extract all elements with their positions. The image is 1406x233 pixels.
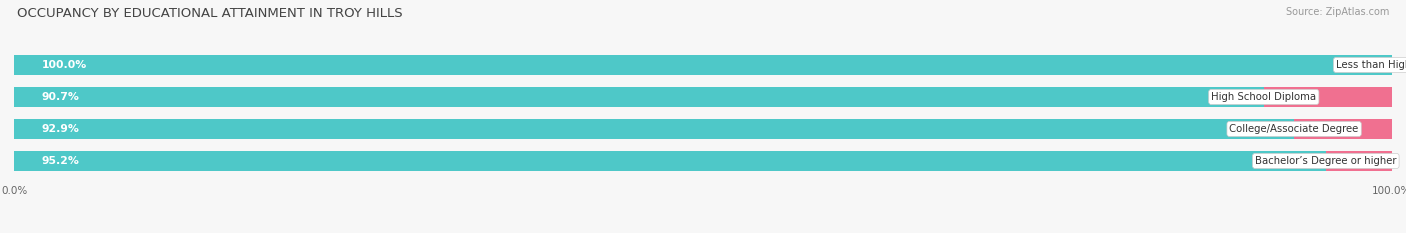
Text: 90.7%: 90.7% <box>42 92 80 102</box>
Bar <box>14 151 1326 171</box>
Bar <box>1264 87 1392 107</box>
Bar <box>14 55 1392 75</box>
Text: Less than High School: Less than High School <box>1336 60 1406 70</box>
Text: Source: ZipAtlas.com: Source: ZipAtlas.com <box>1285 7 1389 17</box>
Bar <box>14 87 1392 107</box>
Text: 95.2%: 95.2% <box>42 156 80 166</box>
Bar <box>1294 119 1392 139</box>
Text: High School Diploma: High School Diploma <box>1211 92 1316 102</box>
Bar <box>14 119 1392 139</box>
Bar <box>14 87 1264 107</box>
Text: 92.9%: 92.9% <box>42 124 80 134</box>
Bar <box>14 151 1392 171</box>
Text: College/Associate Degree: College/Associate Degree <box>1229 124 1358 134</box>
Bar <box>14 55 1392 75</box>
Text: 100.0%: 100.0% <box>42 60 87 70</box>
Bar <box>14 119 1294 139</box>
Text: Bachelor’s Degree or higher: Bachelor’s Degree or higher <box>1256 156 1396 166</box>
Text: OCCUPANCY BY EDUCATIONAL ATTAINMENT IN TROY HILLS: OCCUPANCY BY EDUCATIONAL ATTAINMENT IN T… <box>17 7 402 20</box>
Bar <box>1326 151 1392 171</box>
